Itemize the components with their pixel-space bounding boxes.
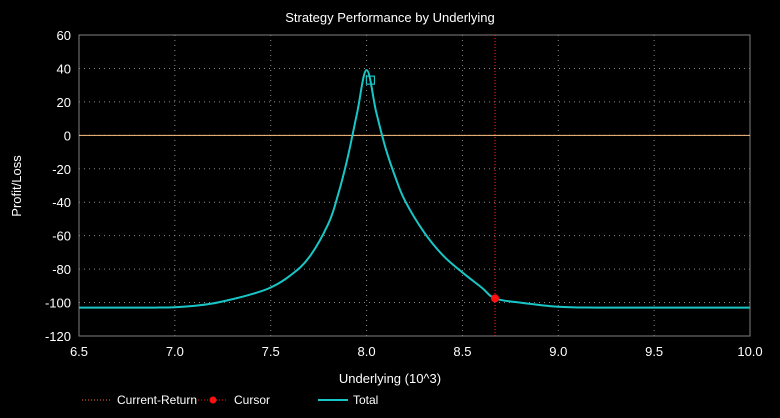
x-tick-label: 10.0: [737, 344, 762, 359]
y-axis-label: Profit/Loss: [9, 155, 24, 217]
legend-cursor-label: Cursor: [234, 393, 270, 407]
x-axis-label: Underlying (10^3): [339, 371, 441, 386]
legend-total-label: Total: [353, 393, 378, 407]
legend-current-return-label: Current-Return: [117, 393, 197, 407]
series-total-line: [78, 69, 750, 309]
y-tick-label: -120: [45, 329, 71, 344]
plot-area: [78, 35, 750, 336]
cursor-point: [491, 294, 500, 303]
chart-title: Strategy Performance by Underlying: [285, 10, 495, 25]
y-tick-label: 0: [64, 128, 71, 143]
y-tick-label: -100: [45, 296, 71, 311]
y-tick-label: -20: [52, 162, 71, 177]
x-tick-label: 7.0: [166, 344, 184, 359]
y-tick-label: 20: [57, 95, 71, 110]
y-ticks: 60 40 20 0 -20 -40 -60 -80 -100 -120: [45, 28, 71, 344]
y-tick-label: -60: [52, 229, 71, 244]
y-tick-label: -80: [52, 262, 71, 277]
plot-frame: [78, 34, 751, 337]
x-ticks: 6.5 7.0 7.5 8.0 8.5 9.0 9.5 10.0: [70, 344, 763, 359]
current-position-marker: [365, 75, 376, 85]
x-tick-label: 9.0: [549, 344, 567, 359]
x-tick-label: 6.5: [70, 344, 88, 359]
x-tick-label: 8.5: [453, 344, 471, 359]
legend: Current-Return Cursor Total: [82, 393, 378, 407]
y-tick-label: 40: [57, 61, 71, 76]
x-tick-label: 8.0: [358, 344, 376, 359]
x-tick-label: 9.5: [645, 344, 663, 359]
y-tick-label: -40: [52, 195, 71, 210]
legend-cursor-marker: [209, 396, 217, 404]
y-tick-label: 60: [57, 28, 71, 43]
x-tick-label: 7.5: [262, 344, 280, 359]
